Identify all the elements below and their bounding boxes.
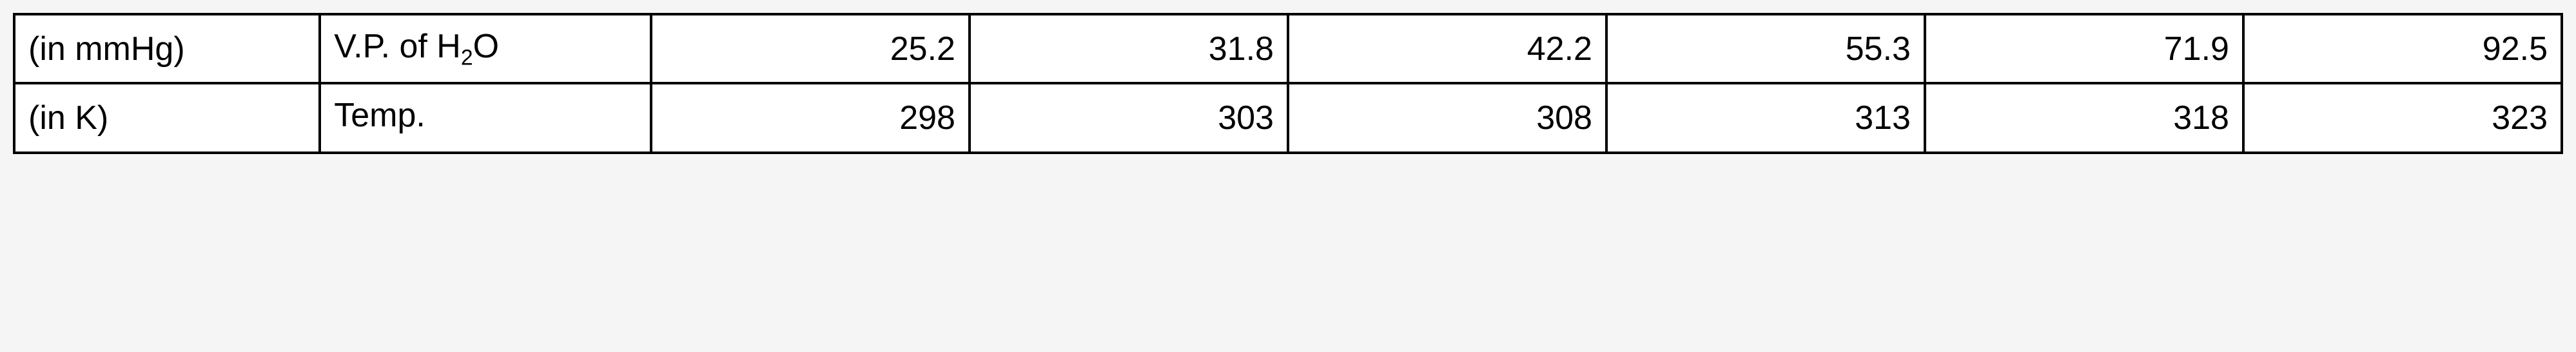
table-row: (in mmHg) V.P. of H2O 25.2 31.8 42.2 55.… xyxy=(14,14,2562,83)
data-cell: 31.8 xyxy=(970,14,1288,83)
data-cell: 303 xyxy=(970,83,1288,152)
row-label-cell: V.P. of H2O xyxy=(320,14,651,83)
label-subscript: 2 xyxy=(461,45,473,70)
data-cell: 71.9 xyxy=(1925,14,2243,83)
data-cell: 323 xyxy=(2243,83,2562,152)
label-text: O xyxy=(473,28,499,65)
row-label-cell: Temp. xyxy=(320,83,651,152)
unit-cell: (in K) xyxy=(14,83,320,152)
vapor-pressure-table: (in mmHg) V.P. of H2O 25.2 31.8 42.2 55.… xyxy=(13,13,2563,154)
data-cell: 313 xyxy=(1606,83,1925,152)
data-cell: 308 xyxy=(1288,83,1606,152)
data-cell: 55.3 xyxy=(1606,14,1925,83)
data-cell: 25.2 xyxy=(651,14,970,83)
label-text: V.P. of H xyxy=(334,28,461,65)
data-cell: 298 xyxy=(651,83,970,152)
unit-cell: (in mmHg) xyxy=(14,14,320,83)
vapor-pressure-table-container: (in mmHg) V.P. of H2O 25.2 31.8 42.2 55.… xyxy=(13,13,2563,154)
data-cell: 92.5 xyxy=(2243,14,2562,83)
data-cell: 318 xyxy=(1925,83,2243,152)
table-row: (in K) Temp. 298 303 308 313 318 323 xyxy=(14,83,2562,152)
label-text: Temp. xyxy=(334,97,425,134)
data-cell: 42.2 xyxy=(1288,14,1606,83)
